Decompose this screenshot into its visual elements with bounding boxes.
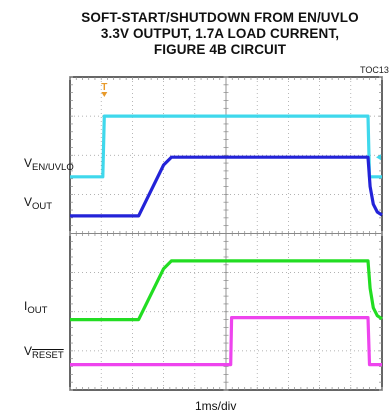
trigger-marker-icon: T [101,82,107,93]
trace-vout [70,155,383,218]
markers: T [101,82,381,161]
label-ven-uvlo: VEN/UVLO [24,155,74,173]
traces [70,114,383,367]
grid [69,76,383,391]
label-iout: IOUT [24,298,48,316]
chart-title-line-2: 3.3V OUTPUT, 1.7A LOAD CURRENT, [100,26,340,41]
trace-vreset [70,316,382,367]
chart-title: SOFT-START/SHUTDOWN FROM EN/UVLO 3.3V OU… [60,10,380,58]
chart-title-line-1: SOFT-START/SHUTDOWN FROM EN/UVLO [81,10,359,25]
channel-level-arrow-icon [376,154,381,161]
chart-title-line-3: FIGURE 4B CIRCUIT [153,42,287,57]
trace-ven-uvlo [70,114,382,179]
label-vout: VOUT [24,194,53,212]
label-vreset: VRESET [24,343,64,361]
trigger-arrow-icon [101,92,108,97]
trace-iout [70,259,383,322]
figure-id: TOC13 [360,65,389,75]
x-axis-label: 1ms/div [195,399,237,413]
